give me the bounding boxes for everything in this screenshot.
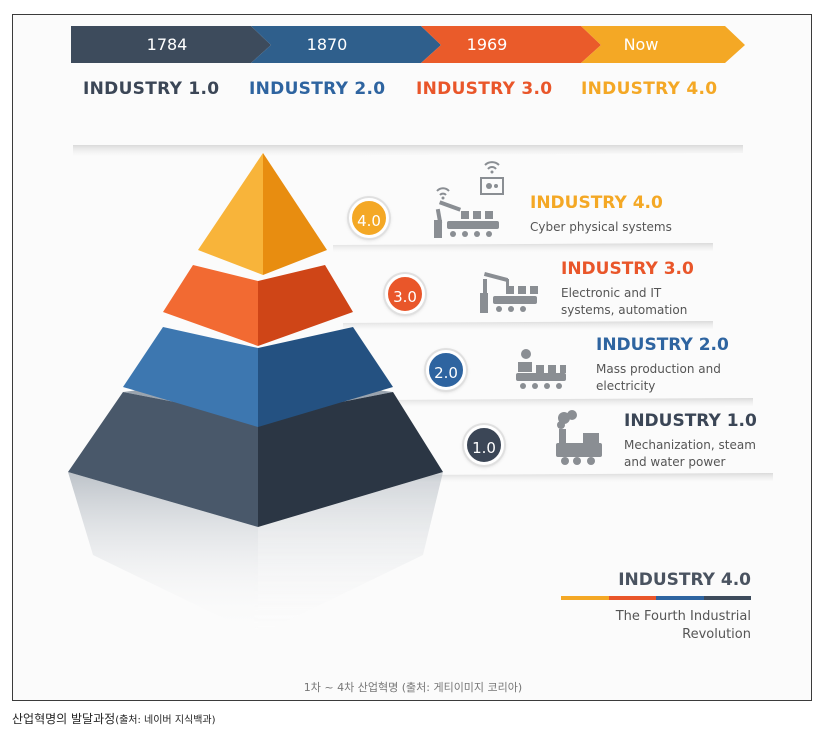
- figure-caption: 산업혁명의 발달과정(출처: 네이버 지식백과): [12, 710, 216, 727]
- layer-text-1: INDUSTRY 1.0 Mechanization, steam and wa…: [624, 411, 757, 471]
- legend-title: INDUSTRY 4.0: [618, 570, 751, 590]
- legend-bar-segment: [703, 596, 751, 600]
- infographic-canvas: [68, 26, 773, 635]
- layer-desc-3: Electronic and IT systems, automation: [561, 286, 688, 317]
- layer-text-4: INDUSTRY 4.0 Cyber physical systems: [530, 193, 672, 236]
- layer-desc-2: Mass production and electricity: [596, 362, 721, 393]
- timeline-year-1969: 1969: [466, 35, 508, 54]
- layer-desc-4: Cyber physical systems: [530, 220, 672, 234]
- layer-title-3: INDUSTRY 3.0: [561, 259, 694, 279]
- caption-title: 산업혁명의 발달과정: [12, 712, 116, 726]
- assembly-worker-icon: [516, 349, 566, 389]
- legend-bar-segment: [608, 596, 656, 600]
- legend-subtitle: The Fourth Industrial Revolution: [615, 609, 751, 642]
- timeline-segment-1784: [71, 26, 271, 63]
- image-source-text: 1차 ~ 4차 산업혁명 (출처: 게티이미지 코리아): [303, 681, 523, 694]
- layer-text-2: INDUSTRY 2.0 Mass production and electri…: [596, 335, 729, 395]
- layer-title-4: INDUSTRY 4.0: [530, 193, 663, 213]
- infographic-frame: 1784 1870 1969 Now INDUSTRY 1.0 INDUSTRY…: [12, 14, 812, 701]
- timeline-arrow: [71, 26, 745, 63]
- caption-source: (출처: 네이버 지식백과): [115, 715, 216, 726]
- layer-bands: [73, 145, 773, 483]
- legend-color-bar: [561, 596, 751, 600]
- robot-arm-icon: [480, 271, 538, 313]
- pyramid-reflection: [68, 472, 443, 635]
- pyramid-tier-4: [198, 153, 327, 275]
- cyber-robot-arm-icon: [434, 161, 504, 238]
- badge-3-0: 3.0: [385, 274, 425, 314]
- steam-locomotive-icon: [556, 410, 602, 465]
- layer-text-3: INDUSTRY 3.0 Electronic and IT systems, …: [561, 259, 694, 319]
- legend-bar-segment: [561, 596, 609, 600]
- era-label-4: INDUSTRY 4.0: [581, 79, 718, 99]
- legend-block: INDUSTRY 4.0 The Fourth Industrial Revol…: [561, 570, 751, 644]
- layer-title-1: INDUSTRY 1.0: [624, 411, 757, 431]
- layer-title-2: INDUSTRY 2.0: [596, 335, 729, 355]
- era-label-1: INDUSTRY 1.0: [83, 79, 220, 99]
- era-label-3: INDUSTRY 3.0: [416, 79, 553, 99]
- timeline-year-1870: 1870: [306, 35, 348, 54]
- badge-4-0: 4.0: [349, 198, 389, 238]
- badge-2-0: 2.0: [426, 350, 466, 390]
- timeline-year-1784: 1784: [146, 35, 188, 54]
- timeline-segment-now: [581, 26, 745, 63]
- badge-1-0: 1.0: [464, 425, 504, 465]
- timeline-segment-1870: [251, 26, 441, 63]
- layer-desc-1: Mechanization, steam and water power: [624, 438, 756, 469]
- era-label-2: INDUSTRY 2.0: [249, 79, 386, 99]
- pyramid-tier-3: [163, 265, 353, 346]
- timeline-segment-1969: [421, 26, 601, 63]
- legend-bar-segment: [656, 596, 704, 600]
- pyramid-tier-2: [123, 327, 393, 427]
- timeline-year-now: Now: [623, 35, 659, 54]
